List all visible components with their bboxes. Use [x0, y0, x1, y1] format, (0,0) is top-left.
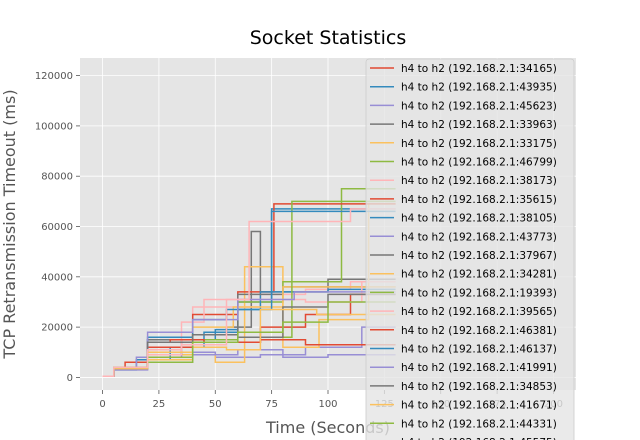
legend-label: h4 to h2 (192.168.2.1:19393) [401, 287, 557, 299]
x-tick-label: 25 [153, 399, 166, 410]
x-tick-label: 100 [318, 399, 337, 410]
series-lines [102, 188, 396, 377]
legend-label: h4 to h2 (192.168.2.1:41671) [401, 400, 557, 412]
legend-label: h4 to h2 (192.168.2.1:43773) [401, 231, 557, 243]
legend-box [365, 58, 575, 440]
legend-label: h4 to h2 (192.168.2.1:39565) [401, 306, 557, 318]
x-tick-label: 0 [99, 399, 105, 410]
legend-label: h4 to h2 (192.168.2.1:34281) [401, 269, 557, 281]
legend-label: h4 to h2 (192.168.2.1:45623) [401, 100, 557, 112]
legend-label: h4 to h2 (192.168.2.1:34165) [401, 63, 557, 75]
y-tick-label: 120000 [35, 71, 73, 82]
legend-label: h4 to h2 (192.168.2.1:46799) [401, 157, 557, 169]
legend-label: h4 to h2 (192.168.2.1:44331) [401, 418, 557, 430]
legend-label: h4 to h2 (192.168.2.1:41991) [401, 362, 557, 374]
legend-label: h4 to h2 (192.168.2.1:38105) [401, 213, 557, 225]
legend-label: h4 to h2 (192.168.2.1:34853) [401, 381, 557, 393]
y-tick-label: 100000 [35, 121, 73, 132]
x-tick-label: 50 [209, 399, 222, 410]
legend-label: h4 to h2 (192.168.2.1:46381) [401, 325, 557, 337]
y-tick-label: 60000 [41, 222, 73, 233]
y-tick-label: 20000 [41, 323, 73, 334]
x-tick-label: 75 [265, 399, 278, 410]
x-axis-title: Time (Seconds) [265, 418, 390, 437]
legend: h4 to h2 (192.168.2.1:34165) h4 to h2 (19… [365, 58, 575, 440]
series-line-9 [102, 349, 396, 377]
y-tick-label: 80000 [41, 172, 73, 183]
legend-label: h4 to h2 (192.168.2.1:45575) [401, 437, 557, 440]
legend-label: h4 to h2 (192.168.2.1:46137) [401, 344, 557, 356]
series-line-18 [102, 308, 396, 377]
y-tick-label: 40000 [41, 272, 73, 283]
y-tick-label: 0 [67, 373, 73, 384]
y-axis-title: TCP Retransmission Timeout (ms) [0, 89, 19, 359]
legend-label: h4 to h2 (192.168.2.1:33175) [401, 138, 557, 150]
series-line-20 [102, 208, 396, 377]
legend-label: h4 to h2 (192.168.2.1:33963) [401, 119, 557, 131]
legend-label: h4 to h2 (192.168.2.1:38173) [401, 175, 557, 187]
legend-label: h4 to h2 (192.168.2.1:43935) [401, 82, 557, 94]
chart-title: Socket Statistics [250, 27, 407, 49]
legend-label: h4 to h2 (192.168.2.1:37967) [401, 250, 557, 262]
legend-label: h4 to h2 (192.168.2.1:35615) [401, 194, 557, 206]
